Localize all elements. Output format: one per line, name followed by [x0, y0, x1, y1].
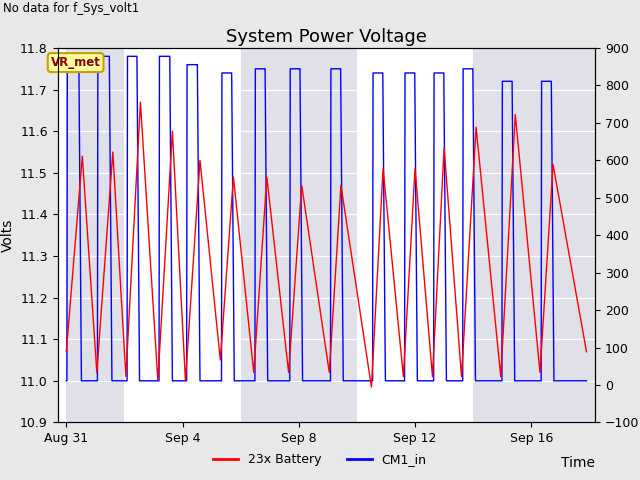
- Bar: [241, 48, 357, 422]
- Bar: [124, 48, 241, 422]
- Text: VR_met: VR_met: [51, 56, 100, 69]
- Y-axis label: Volts: Volts: [1, 218, 15, 252]
- Text: No data for f_Sys_volt1: No data for f_Sys_volt1: [3, 2, 140, 15]
- Bar: [473, 48, 595, 422]
- Bar: [67, 48, 124, 422]
- Bar: [357, 48, 473, 422]
- Legend: 23x Battery, CM1_in: 23x Battery, CM1_in: [208, 448, 432, 471]
- Title: System Power Voltage: System Power Voltage: [226, 28, 427, 47]
- Text: Time: Time: [561, 456, 595, 470]
